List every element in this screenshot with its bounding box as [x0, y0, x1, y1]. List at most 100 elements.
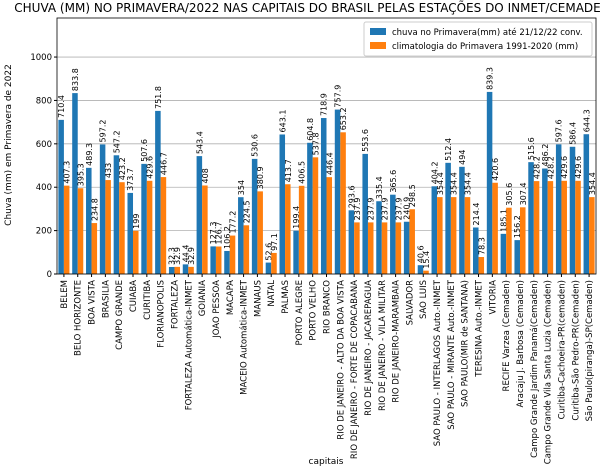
value-label: 547.2: [112, 130, 121, 153]
bar: [431, 186, 438, 274]
bar: [423, 270, 429, 274]
x-axis-label: capitais: [309, 457, 344, 467]
bar: [575, 180, 581, 274]
bar: [119, 182, 125, 274]
x-tick-label: JOAO PESSOA: [212, 280, 222, 339]
x-tick-label: SAO PAULO(MIR de SANTANA): [461, 280, 471, 407]
value-label: 106.2: [223, 226, 232, 249]
value-label: 543.4: [195, 131, 204, 154]
bar: [285, 184, 291, 274]
x-tick-label: PORTO ALEGRE: [295, 280, 305, 345]
bar: [326, 177, 333, 274]
bar: [437, 197, 443, 274]
value-label: 839.3: [486, 67, 495, 90]
value-label: 237.9: [394, 197, 403, 220]
x-tick-label: SAO PAULO - INTERLAGOS Auto.-INMET: [433, 279, 443, 446]
bar: [99, 144, 106, 274]
bar: [133, 230, 139, 274]
value-label: 553.6: [361, 129, 370, 152]
bar: [569, 146, 576, 274]
x-tick-label: Curitiba-Cachoeira-PR(cemaden): [557, 280, 567, 419]
value-label: 515.6: [527, 137, 536, 160]
bar: [298, 185, 305, 274]
bar: [271, 252, 277, 274]
bar: [160, 177, 167, 274]
chart-title: CHUVA (MM) NO PRIMAVERA/2022 NAS CAPITAI…: [14, 0, 600, 15]
value-label: 354.4: [436, 172, 445, 195]
bar: [478, 257, 485, 274]
value-label: 643.1: [278, 110, 287, 133]
value-label: 365.6: [389, 170, 398, 193]
bar: [196, 156, 203, 274]
value-label: 307.4: [519, 182, 528, 205]
bar: [417, 265, 424, 274]
value-label: 406.5: [298, 161, 307, 184]
value-label: 428.2: [533, 156, 542, 179]
y-tick-label: 800: [36, 96, 52, 106]
value-label: 224.5: [242, 200, 251, 223]
value-label: 15.4: [422, 251, 431, 269]
value-label: 751.8: [154, 86, 163, 109]
x-tick-label: MANAUS: [253, 280, 263, 317]
value-label: 604.8: [306, 118, 315, 141]
bar: [58, 119, 64, 274]
x-tick-label: Campo Grande Vila Santa Luzia (Cemaden): [544, 280, 554, 464]
bar: [243, 225, 250, 274]
value-label: 586.4: [569, 122, 578, 145]
value-label: 237.9: [367, 197, 376, 220]
value-label: 335.4: [375, 176, 384, 199]
x-tick-label: SAO LUIS: [419, 280, 429, 319]
value-label: 237.9: [353, 197, 362, 220]
x-tick-label: Campo Grande Jardim Panamá(Cemaden): [530, 280, 540, 458]
x-tick-label: CUIABA: [129, 280, 139, 312]
bar: [403, 221, 410, 274]
x-tick-label: São Paulo(piranga)-SP(Cemaden): [585, 280, 595, 421]
bar: [257, 191, 263, 274]
bar: [307, 142, 313, 274]
value-label: 653.2: [339, 107, 348, 130]
bar: [155, 110, 161, 274]
plot-frame: [56, 17, 597, 275]
bar: [528, 162, 534, 274]
value-label: 507.6: [140, 139, 149, 162]
value-label: 293.6: [347, 185, 356, 208]
bar: [202, 185, 208, 274]
bar: [182, 264, 189, 274]
x-tick-label: CURITIBA: [143, 280, 153, 320]
x-tick-label: RIO DE JANEIRO - JACAREPAGUA: [364, 280, 374, 416]
value-label: 429.6: [146, 156, 155, 179]
x-tick-label: RIO DE JANEIRO - FORTE DE COPACABANA: [350, 280, 360, 459]
value-label: 97.1: [270, 233, 279, 251]
bar: [279, 134, 286, 274]
bar: [168, 266, 175, 274]
x-tick-label: PALMAS: [281, 280, 291, 314]
bar: [500, 233, 507, 274]
x-tick-label: MACAPA: [226, 280, 236, 315]
value-label: 234.8: [90, 198, 99, 221]
value-label: 644.3: [582, 109, 591, 132]
x-tick-label: FORTALEZA Automática-INMET: [184, 279, 194, 410]
value-label: 429.6: [574, 156, 583, 179]
bar: [561, 180, 567, 274]
bar: [86, 167, 92, 274]
value-label: 40.6: [416, 245, 425, 263]
value-label: 420.6: [491, 158, 500, 181]
value-label: 52.6: [264, 243, 273, 261]
value-label: 597.2: [99, 120, 108, 143]
legend-label: climatologia do Primavera 1991-2020 (mm): [392, 42, 578, 52]
x-tick-label: MACEIO Automática-INMET: [240, 279, 250, 395]
x-tick-label: PORTO VELHO: [309, 280, 319, 341]
x-tick-label: BELO HORIZONTE: [74, 280, 84, 356]
bar: [105, 180, 111, 274]
bar: [238, 197, 244, 274]
value-label: 354: [237, 180, 246, 195]
value-label: 298.5: [408, 184, 417, 207]
x-tick-label: BRASILIA: [101, 280, 111, 318]
value-label: 597.6: [555, 119, 564, 142]
legend-box: [363, 21, 593, 57]
value-label: 156.2: [513, 215, 522, 238]
bar: [542, 168, 548, 274]
value-label: 373.7: [126, 168, 135, 191]
x-tick-label: VITORIA: [488, 280, 498, 315]
bar: [72, 93, 78, 275]
